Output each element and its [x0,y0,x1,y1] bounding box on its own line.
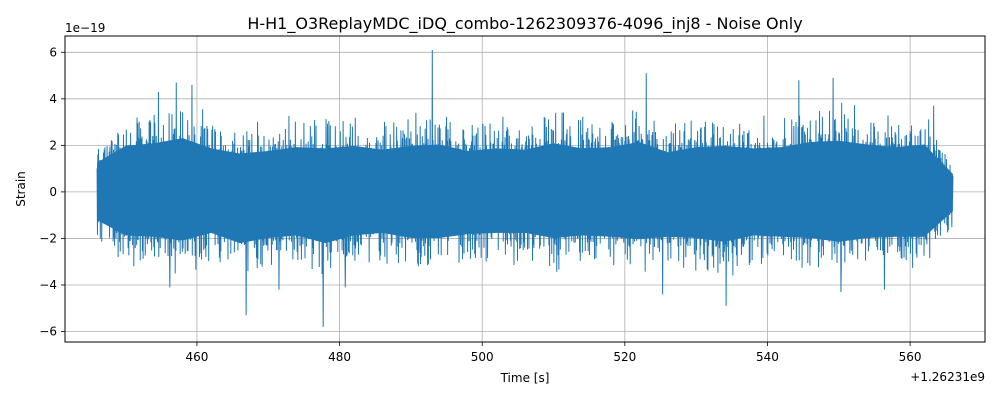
x-tick-label: 460 [185,350,208,364]
y-tick-label: 4 [49,92,57,106]
ticks: 460 480 500 520 540 560 −6 −4 −2 0 2 4 6 [39,45,921,364]
y-tick-label: −4 [39,278,57,292]
strain-series-core [97,138,953,244]
series-layer [96,49,954,327]
y-scale-label: 1e−19 [65,21,105,35]
y-tick-label: 0 [49,185,57,199]
chart-title: H-H1_O3ReplayMDC_iDQ_combo-1262309376-40… [247,14,802,34]
x-tick-label: 560 [899,350,922,364]
x-tick-label: 540 [756,350,779,364]
x-axis-label: Time [s] [500,371,550,385]
y-tick-label: 2 [49,138,57,152]
y-tick-label: −6 [39,325,57,339]
x-tick-label: 500 [471,350,494,364]
x-tick-label: 520 [613,350,636,364]
x-offset-label: +1.26231e9 [910,370,985,384]
y-axis-label: Strain [14,171,28,207]
y-tick-label: −2 [39,231,57,245]
x-tick-label: 480 [328,350,351,364]
y-tick-label: 6 [49,45,57,59]
plot-frame [64,35,986,343]
